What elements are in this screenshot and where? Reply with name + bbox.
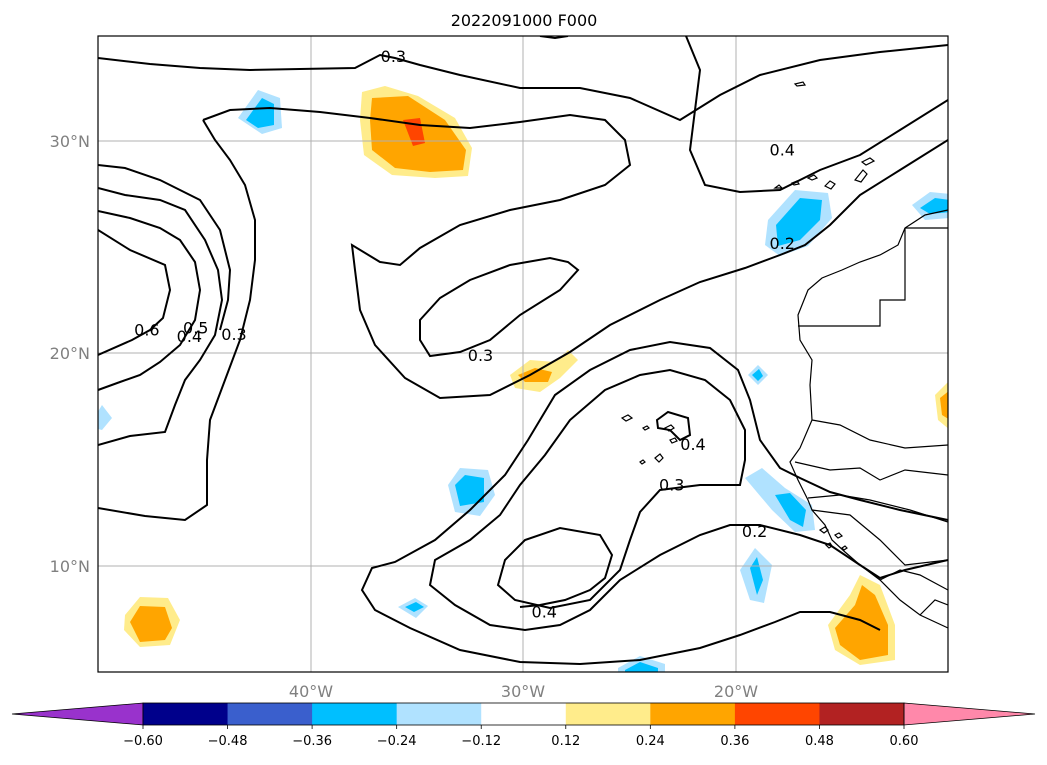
contour-label: 0.4 bbox=[532, 603, 557, 622]
colorbar-cell bbox=[650, 703, 736, 725]
contour-0.2-south bbox=[428, 368, 948, 632]
contour-label: 0.2 bbox=[742, 522, 767, 541]
contour-0.4-north bbox=[539, 36, 569, 40]
colorbar-tick-label: 0.36 bbox=[720, 734, 749, 749]
contour-0.3-loop-center bbox=[419, 256, 580, 358]
colorbar-under-triangle bbox=[11, 702, 144, 726]
contour-0.4-west bbox=[98, 187, 224, 446]
contour-label: 0.4 bbox=[680, 435, 705, 454]
colorbar-frame bbox=[142, 702, 905, 726]
colorbar-tick-label: 0.24 bbox=[636, 734, 665, 749]
positive-patch-sw bbox=[124, 597, 180, 647]
colorbar-tick-label: −0.24 bbox=[377, 734, 417, 749]
contour-label: 0.6 bbox=[134, 321, 159, 340]
map-title: 2022091000 F000 bbox=[451, 11, 598, 30]
lat-label-10n: 10°N bbox=[50, 557, 90, 576]
map-frame bbox=[97, 35, 949, 673]
lat-label-30n: 30°N bbox=[50, 132, 90, 151]
lon-label-40w: 40°W bbox=[289, 682, 333, 701]
contour-0.5-west bbox=[98, 210, 202, 391]
contour-0.4-ne bbox=[685, 36, 948, 194]
colorbar-cell bbox=[227, 703, 313, 725]
contour-label: 0.4 bbox=[770, 140, 795, 159]
contour-lines bbox=[98, 36, 948, 666]
colorbar-tick-label: 0.48 bbox=[805, 734, 834, 749]
border-6 bbox=[811, 509, 948, 566]
contour-0.3-south bbox=[360, 340, 948, 666]
border-3 bbox=[811, 419, 948, 449]
contour-labels: 0.30.40.20.6 0.50.4 0.30.30.40.30.20.4 bbox=[134, 47, 795, 622]
colorbar-tick-label: −0.48 bbox=[208, 734, 248, 749]
colorbar-cell bbox=[565, 703, 651, 725]
contour-0.3-inner-north bbox=[202, 106, 948, 400]
shaded-anomaly-patches bbox=[98, 86, 948, 672]
latitude-labels: 30°N 20°N 10°N bbox=[50, 132, 90, 576]
negative-patch-ne bbox=[765, 190, 832, 256]
colorbar-tick-label: 0.12 bbox=[551, 734, 580, 749]
contour-label: 0.3 bbox=[468, 346, 493, 365]
contour-label: 0.5 bbox=[183, 319, 208, 338]
contour-label: 0.4 bbox=[177, 327, 202, 346]
colorbar-tick-label: −0.60 bbox=[123, 734, 163, 749]
gridlines bbox=[98, 36, 948, 672]
colorbar-tick-label: −0.12 bbox=[461, 734, 501, 749]
contour-label: 0.3 bbox=[381, 47, 406, 66]
colorbar-cell bbox=[143, 703, 229, 725]
colorbar-tick-label: −0.36 bbox=[292, 734, 332, 749]
colorbar-over-triangle bbox=[903, 702, 1036, 726]
colorbar-cell bbox=[734, 703, 820, 725]
contour-label: 0.2 bbox=[770, 234, 795, 253]
cape-verde-islands bbox=[620, 414, 678, 465]
contour-0.3-west bbox=[98, 119, 256, 522]
negative-patch-center bbox=[448, 468, 495, 516]
lon-label-30w: 30°W bbox=[501, 682, 545, 701]
contour-0.3-north bbox=[98, 44, 948, 122]
colorbar-cell bbox=[481, 703, 567, 725]
colorbar: −0.60 −0.48 −0.36 −0.24 −0.12 0.12 0.24 0.36 0.4… bbox=[11, 702, 1036, 749]
contour-label: 0.3 bbox=[659, 475, 684, 494]
negative-patch-east-edge bbox=[912, 192, 948, 220]
negative-patch-nw bbox=[238, 90, 282, 134]
contour-0.4-cape-verde bbox=[655, 410, 692, 442]
colorbar-cell bbox=[312, 703, 398, 725]
contour-label: 0.3 bbox=[221, 325, 246, 344]
positive-patch-east-edge bbox=[935, 382, 948, 429]
border-2 bbox=[798, 228, 906, 327]
contour-0.6-outer-west bbox=[98, 164, 232, 331]
lat-label-20n: 20°N bbox=[50, 344, 90, 363]
colorbar-cell bbox=[819, 703, 905, 725]
colorbar-tick-label: 0.60 bbox=[890, 734, 919, 749]
map-panel: 0.30.40.20.6 0.50.4 0.30.30.40.30.20.4 bbox=[97, 35, 949, 673]
negative-patch-coast bbox=[98, 365, 815, 672]
colorbar-cell bbox=[396, 703, 482, 725]
canary-islands bbox=[773, 81, 876, 190]
colorbar-cells bbox=[143, 703, 905, 725]
colorbar-ticks: −0.60 −0.48 −0.36 −0.24 −0.12 0.12 0.24 0.36 0.4… bbox=[123, 725, 918, 749]
border-8 bbox=[919, 599, 948, 616]
lon-label-20w: 20°W bbox=[714, 682, 758, 701]
longitude-labels: 40°W 30°W 20°W bbox=[289, 682, 758, 701]
contour-0.6-west bbox=[98, 229, 172, 356]
positive-patch-north bbox=[360, 86, 472, 178]
positive-patch-center bbox=[510, 350, 578, 392]
border-4 bbox=[794, 461, 948, 481]
